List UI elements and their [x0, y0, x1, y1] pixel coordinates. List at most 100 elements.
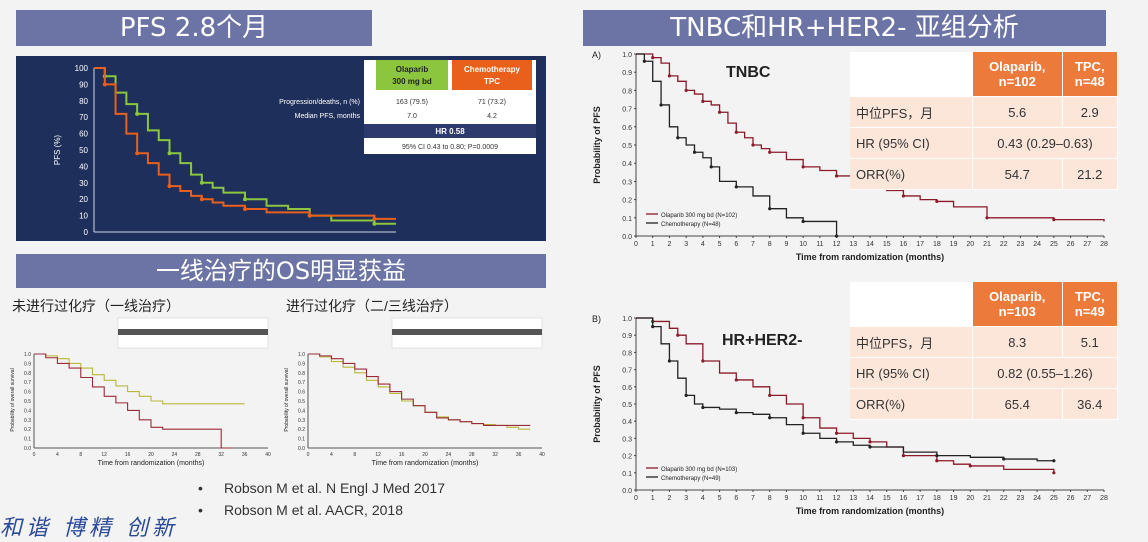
- tnbc-table: Olaparib, n=102 TPC, n=48 中位PFS，月 5.6 2.9 H…: [850, 52, 1118, 190]
- pfs-olaparib-header: [376, 60, 448, 90]
- panel-letter: A): [592, 50, 601, 60]
- km-legend-chemo: Chemotherapy (N=49): [661, 476, 721, 482]
- os-x-tick-label: 4: [56, 452, 59, 458]
- hr-col-tpc: TPC, n=49: [1062, 282, 1118, 327]
- hr-cell: 0.82 (0.55–1.26): [972, 357, 1118, 389]
- km-x-tick-label: 6: [734, 495, 738, 502]
- os-series-line: [34, 353, 245, 405]
- km-x-tick-label: 2: [667, 241, 671, 248]
- km-censor-mark: [1002, 457, 1006, 461]
- tnbc-cell: 21.2: [1062, 158, 1118, 190]
- km-x-tick-label: 3: [684, 241, 688, 248]
- km-censor-mark: [834, 234, 839, 238]
- tnbc-row-label: ORR(%): [850, 158, 973, 190]
- km-x-tick-label: 17: [916, 495, 924, 502]
- tnbc-cell: 5.6: [972, 96, 1063, 128]
- km-x-tick-label: 27: [1083, 241, 1091, 248]
- os-y-tick-label: 0.0: [298, 446, 305, 452]
- pfs-hr-band: [364, 124, 536, 138]
- panel-letter: B): [592, 314, 601, 324]
- pfs-ci-text: 95% CI 0.43 to 0.80; P=0.0009: [402, 144, 498, 151]
- km-censor-mark: [801, 416, 805, 420]
- km-x-tick-label: 8: [768, 495, 772, 502]
- km-x-tick-label: 21: [983, 495, 991, 502]
- pfs-censor-mark: [167, 151, 172, 156]
- km-censor-mark: [834, 174, 839, 178]
- hr-col-olaparib: Olaparib, n=103: [972, 282, 1063, 327]
- os-x-tick-label: 24: [172, 452, 178, 458]
- pfs-censor-mark: [243, 207, 247, 212]
- km-x-tick-label: 25: [1050, 495, 1058, 502]
- hr-row-label: ORR(%): [850, 388, 973, 420]
- pfs-chart-panel: 0 10 20 30 40 50 60 70 80 90 100 PFS (%) Olaparib 300…: [16, 56, 546, 241]
- hr-km-chart: B)0.00.10.20.30.40.50.60.70.80.91.00 1 2 3 4…: [592, 314, 1108, 516]
- os-x-tick-label: 4: [330, 452, 333, 458]
- km-censor-mark: [667, 74, 672, 78]
- km-x-tick-label: 13: [849, 495, 857, 502]
- pfs-y-tick-label: 90: [79, 80, 88, 89]
- km-x-tick-label: 26: [1067, 241, 1075, 248]
- tnbc-title: TNBC: [726, 64, 771, 81]
- km-censor-mark: [935, 459, 939, 463]
- km-censor-mark: [709, 165, 713, 169]
- os-later-line-title: 进行过化疗（二/三线治疗）: [286, 298, 458, 314]
- hr-panel: B) 0.0 0.1 0.2 0.3 0.4 0.5 0.6 0.7 0.8 0.9 1.0 0 1 2 3 4…: [590, 282, 1120, 528]
- km-censor-mark: [717, 110, 722, 114]
- tnbc-row-label: 中位PFS，月: [850, 96, 973, 128]
- km-x-tick-label: 5: [718, 495, 722, 502]
- km-x-tick-label: 16: [900, 241, 908, 248]
- os-mini-table-hr-band: [392, 329, 542, 335]
- km-y-tick-label: 0.6: [622, 385, 632, 392]
- km-x-tick-label: 14: [866, 495, 874, 502]
- km-censor-mark: [684, 393, 688, 397]
- pfs-row-value: 163 (79.5): [396, 99, 428, 106]
- km-legend-olaparib: Olaparib 300 mg bd (N=103): [661, 467, 737, 473]
- tnbc-row-label: HR (95% CI): [850, 127, 973, 159]
- os-y-tick-label: 0.7: [298, 380, 305, 386]
- pfs-y-axis-label: PFS (%): [53, 135, 62, 166]
- km-legend-chemo: Chemotherapy (N=48): [661, 222, 721, 228]
- km-censor-mark: [734, 378, 738, 382]
- km-y-tick-label: 0.4: [622, 161, 632, 168]
- km-x-tick-label: 24: [1033, 241, 1041, 248]
- km-x-tick-label: 16: [900, 495, 908, 502]
- km-series-line-chemotherapy: [636, 317, 1054, 462]
- km-x-tick-label: 28: [1100, 495, 1108, 502]
- km-censor-mark: [768, 416, 772, 420]
- pfs-y-tick-label: 70: [79, 113, 88, 122]
- km-censor-mark: [935, 454, 939, 458]
- km-x-tick-label: 19: [950, 495, 958, 502]
- os-y-tick-label: 0.9: [24, 361, 31, 367]
- pfs-hr-text: HR 0.58: [435, 127, 465, 136]
- km-y-tick-label: 0.8: [622, 350, 632, 357]
- tnbc-km-chart: A)0.00.10.20.30.40.50.60.70.80.91.00 1 2 3 4…: [592, 50, 1108, 262]
- os-y-tick-label: 0.7: [24, 380, 31, 386]
- pfs-y-tick-label: 40: [79, 162, 88, 171]
- pfs-y-tick-label: 0: [84, 228, 89, 237]
- km-censor-mark: [935, 199, 939, 204]
- km-y-tick-label: 0.3: [622, 179, 632, 186]
- hr-cell: 8.3: [972, 326, 1063, 358]
- km-y-tick-label: 0.4: [622, 419, 632, 426]
- km-x-tick-label: 7: [751, 495, 755, 502]
- os-x-tick-label: 36: [242, 452, 248, 458]
- hr-cell: 65.4: [972, 388, 1063, 420]
- km-x-tick-label: 28: [1100, 241, 1108, 248]
- km-y-tick-label: 0.8: [622, 88, 632, 95]
- km-x-tick-label: 22: [1000, 241, 1008, 248]
- km-censor-mark: [868, 440, 872, 444]
- os-x-tick-label: 40: [265, 452, 271, 458]
- km-x-tick-label: 3: [684, 495, 688, 502]
- os-series-line: [308, 353, 531, 426]
- km-censor-mark: [968, 464, 972, 468]
- os-y-tick-label: 1.0: [298, 352, 305, 358]
- pfs-censor-mark: [307, 213, 312, 218]
- os-y-axis-label: Probability of overall survival: [284, 368, 290, 431]
- pfs-censor-mark: [135, 111, 140, 116]
- os-y-tick-label: 0.2: [24, 427, 31, 433]
- os-x-tick-label: 8: [79, 452, 82, 458]
- km-x-tick-label: 17: [916, 241, 924, 248]
- km-censor-mark: [768, 150, 772, 154]
- reference-2-text: Robson M et al. AACR, 2018: [224, 502, 403, 518]
- pfs-row-label: Median PFS, months: [295, 113, 361, 120]
